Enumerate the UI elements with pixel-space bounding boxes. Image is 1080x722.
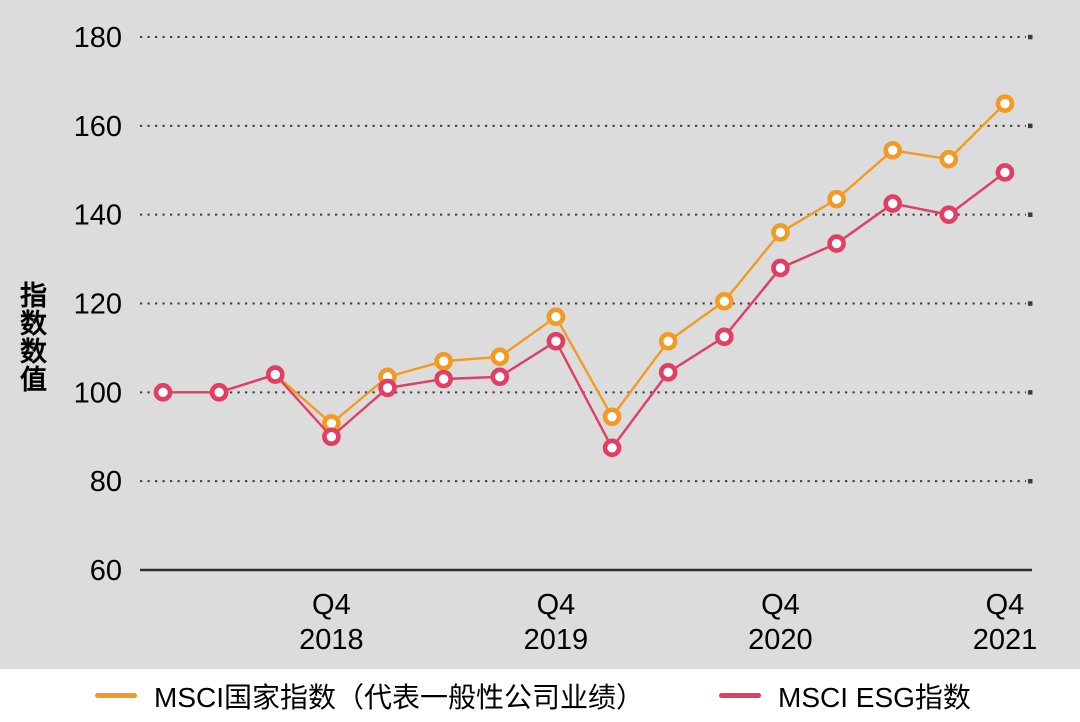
- y-tick-label-140: 140: [74, 200, 122, 232]
- series-1-marker-Q2-2020: [658, 363, 678, 382]
- legend-swatch-country-index: [95, 693, 137, 698]
- gridline-end-dot-120: [1028, 301, 1033, 306]
- series-1-marker-Q2-2018: [209, 383, 229, 402]
- gridline-end-dot-180: [1028, 34, 1033, 40]
- x-tick-year-2018: 2018: [299, 624, 364, 656]
- series-1-marker-Q4-2020: [771, 258, 790, 278]
- x-tick-year-2019: 2019: [524, 624, 589, 656]
- series-0-marker-Q3-2021: [939, 149, 959, 169]
- x-tick-year-2021: 2021: [973, 624, 1038, 656]
- legend-swatch-esg-index: [719, 693, 761, 698]
- series-0-marker-Q1-2021: [827, 189, 846, 209]
- legend-item-country-index: MSCI国家指数（代表一般性公司业绩）: [95, 669, 644, 722]
- series-0-marker-Q3-2019: [490, 347, 510, 367]
- series-0-marker-Q4-2020: [771, 223, 790, 242]
- series-1-marker-Q4-2021: [995, 163, 1015, 182]
- series-line-0: [163, 102, 1006, 425]
- series-0-marker-Q1-2020: [602, 407, 622, 427]
- series-0-marker-Q2-2020: [658, 331, 678, 351]
- legend-item-esg-index: MSCI ESG指数: [719, 669, 971, 722]
- series-0-marker-Q4-2019: [546, 307, 566, 327]
- series-1-marker-Q2-2019: [434, 369, 453, 389]
- series-1-marker-Q3-2020: [714, 327, 734, 347]
- series-1-marker-Q3-2019: [490, 367, 510, 387]
- series-0-marker-Q2-2019: [434, 351, 453, 371]
- x-tick-quarter-2019: Q4: [537, 589, 576, 621]
- gridline-end-dot-160: [1028, 123, 1033, 129]
- y-tick-label-120: 120: [74, 288, 122, 320]
- series-0-marker-Q3-2020: [714, 291, 734, 311]
- y-tick-label-160: 160: [74, 111, 122, 143]
- plot-area: [0, 0, 1080, 669]
- series-0-marker-Q4-2021: [995, 94, 1015, 113]
- x-tick-year-2020: 2020: [748, 624, 813, 656]
- series-1-marker-Q1-2021: [827, 234, 846, 253]
- gridline-end-dot-140: [1028, 212, 1033, 217]
- y-axis-title: 指数数值: [16, 281, 46, 393]
- legend-label-esg-index: MSCI ESG指数: [778, 681, 971, 713]
- series-1-marker-Q1-2018: [153, 383, 173, 402]
- x-tick-quarter-2018: Q4: [312, 589, 351, 621]
- series-1-marker-Q1-2019: [378, 378, 397, 398]
- legend-label-country-index: MSCI国家指数（代表一般性公司业绩）: [154, 681, 645, 713]
- gridline-end-dot-100: [1028, 390, 1033, 395]
- x-tick-quarter-2021: Q4: [986, 589, 1025, 621]
- series-1-marker-Q4-2019: [546, 331, 566, 351]
- series-1-marker-Q2-2021: [883, 194, 902, 213]
- legend: MSCI国家指数（代表一般性公司业绩） MSCI ESG指数: [0, 669, 1080, 722]
- y-tick-label-180: 180: [74, 22, 122, 54]
- series-1-marker-Q3-2018: [265, 365, 285, 384]
- series-1-marker-Q4-2018: [322, 427, 341, 447]
- series-1-marker-Q1-2020: [602, 438, 622, 458]
- series-1-marker-Q3-2021: [939, 205, 959, 224]
- y-tick-label-100: 100: [74, 377, 122, 409]
- x-tick-quarter-2020: Q4: [761, 589, 800, 621]
- y-tick-label-60: 60: [90, 555, 122, 587]
- gridline-end-dot-80: [1028, 478, 1033, 484]
- series-line-1: [163, 171, 1006, 451]
- y-tick-label-80: 80: [90, 466, 122, 498]
- series-0-marker-Q2-2021: [883, 140, 902, 160]
